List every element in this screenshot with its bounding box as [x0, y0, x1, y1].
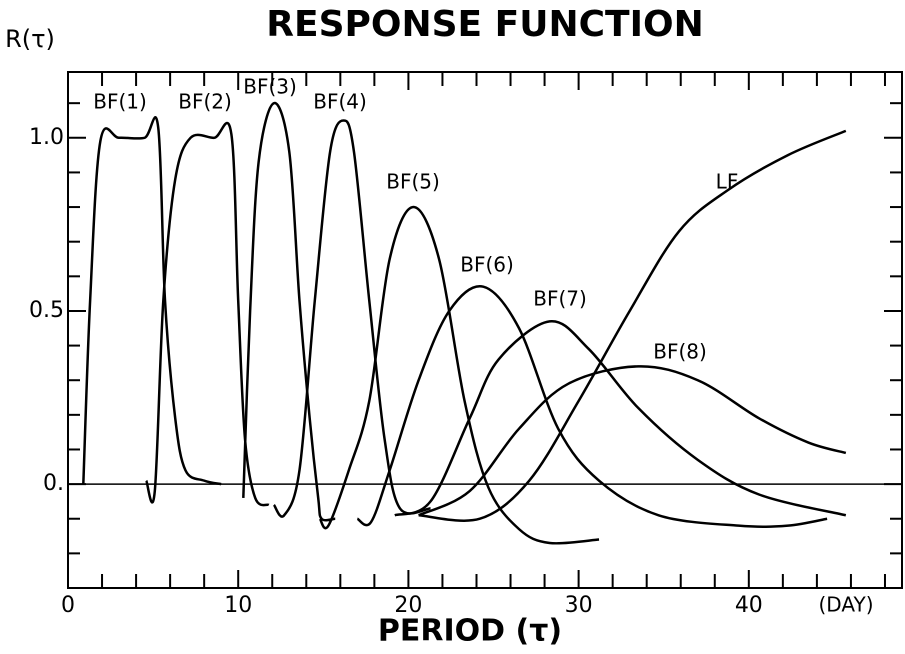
response-curve: [272, 119, 431, 518]
response-curve: [82, 116, 222, 486]
chart-title: RESPONSE FUNCTION: [266, 4, 703, 45]
series-label: BF(8): [653, 340, 707, 364]
series-label: BF(4): [313, 90, 367, 114]
response-curve: [418, 365, 847, 517]
y-tick-label: 1.0: [29, 125, 64, 150]
response-curve: [356, 285, 828, 528]
series-label: BF(5): [386, 170, 440, 194]
x-tick-label: 0: [61, 593, 75, 618]
series-label: BF(6): [460, 253, 514, 277]
response-curve: [418, 129, 847, 522]
series-label: BF(3): [243, 75, 297, 99]
plot-frame: [67, 71, 903, 589]
x-tick-label: 40: [735, 593, 763, 618]
series-label: BF(1): [93, 90, 147, 114]
y-tick-label: 0.5: [29, 298, 64, 323]
series-label: LF: [716, 170, 739, 194]
y-tick-label: 0.: [43, 471, 64, 496]
response-curve: [242, 101, 336, 522]
y-axis-label: R(τ): [5, 25, 55, 53]
response-curve: [394, 320, 847, 517]
x-tick-label: 30: [565, 593, 593, 618]
x-tick-label: 20: [394, 593, 422, 618]
response-curve: [318, 205, 600, 545]
series-label: BF(2): [178, 90, 232, 114]
x-tick-label: 10: [224, 593, 252, 618]
series-label: BF(7): [533, 287, 587, 311]
x-unit-label: (DAY): [819, 593, 874, 617]
x-axis-label: PERIOD (τ): [378, 614, 562, 649]
